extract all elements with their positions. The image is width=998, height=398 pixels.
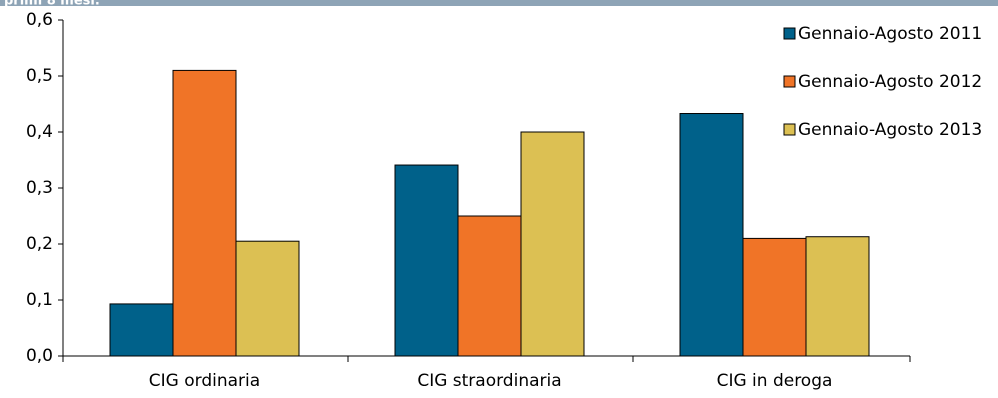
y-tick-label: 0,0 [26,346,53,366]
bar [520,131,585,357]
y-tick-label: 0,1 [26,290,53,310]
bar [109,303,174,357]
bar [172,69,237,357]
legend-swatch [783,123,796,136]
y-tick-label: 0,6 [26,10,53,30]
y-tick-label: 0,3 [26,178,53,198]
legend-label: Gennaio-Agosto 2011 [798,24,982,44]
bar [457,215,522,357]
bar [235,240,300,357]
y-tick-label: 0,2 [26,234,53,254]
legend-label: Gennaio-Agosto 2013 [798,120,982,140]
legend-swatch [783,27,796,40]
x-tick-label: CIG in deroga [717,371,833,391]
y-tick-label: 0,5 [26,66,53,86]
x-tick-label: CIG ordinaria [149,371,260,391]
bar [742,237,807,357]
y-tick-label: 0,4 [26,122,53,142]
header-band [0,0,998,6]
bar [679,113,744,357]
x-tick-label: CIG straordinaria [417,371,561,391]
chart-subtitle: primi 8 mesi. [4,0,100,9]
legend-label: Gennaio-Agosto 2012 [798,72,982,92]
legend-swatch [783,75,796,88]
bar [805,236,870,357]
bar [394,164,459,357]
